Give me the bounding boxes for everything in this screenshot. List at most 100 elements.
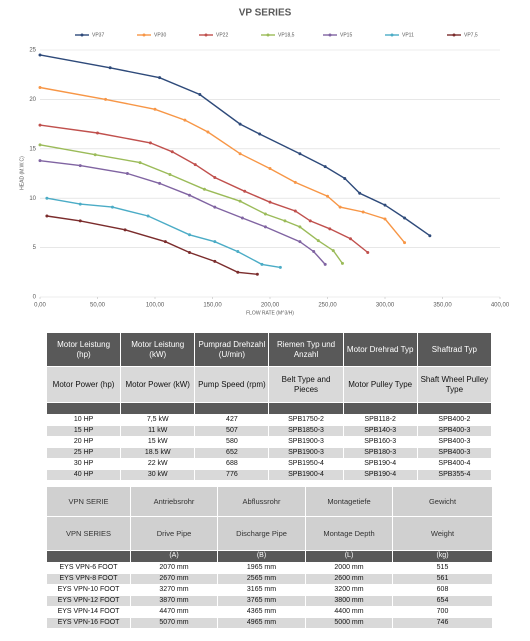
header-cell: Drive Pipe (130, 516, 218, 551)
point-marker (38, 143, 42, 147)
table-row: 10 HP 7,5 kW 427 SPB1750-2 SPB118-2 SPB400-2 (45, 414, 493, 426)
legend-marker (80, 33, 84, 37)
table-row: EYS VPN-8 FOOT 2670 mm 2565 mm 2600 mm 561 (46, 573, 493, 585)
data-cell: 4400 mm (305, 606, 393, 618)
point-marker (146, 214, 150, 218)
point-marker (188, 251, 191, 255)
data-cell: SPB180-3 (342, 447, 418, 459)
data-cell: 4965 mm (217, 617, 306, 629)
data-cell: 5000 mm (305, 617, 393, 629)
data-cell: EYS VPN-16 FOOT (46, 617, 131, 629)
data-cell: 15 kW (120, 436, 196, 448)
point-marker (213, 240, 217, 244)
point-marker (323, 165, 327, 169)
spacer-cell (46, 550, 131, 563)
point-marker (293, 180, 297, 184)
point-marker (213, 205, 217, 209)
data-cell: 2000 mm (305, 562, 393, 574)
point-marker (283, 219, 287, 223)
data-cell: 18.5 kW (120, 447, 196, 459)
data-cell: 22 kW (120, 458, 196, 470)
legend-label: VP37 (92, 32, 104, 38)
point-marker (316, 239, 320, 243)
header-cell: Pumprad Drehzahl (U/min) (194, 332, 270, 367)
table-row: 30 HP 22 kW 688 SPB1950-4 SPB190-4 SPB400-4 (45, 458, 493, 470)
data-cell: SPB355-4 (416, 469, 493, 481)
data-cell: 15 HP (45, 425, 122, 437)
legend-label: VP7,5 (464, 32, 478, 38)
point-marker (260, 262, 264, 266)
data-cell: SPB1900-3 (268, 447, 344, 459)
point-marker (366, 251, 370, 255)
table-row: 25 HP 18.5 kW 652 SPB1900-3 SPB180-3 SPB400-3 (45, 447, 493, 459)
data-cell: SPB400-3 (416, 447, 493, 459)
point-marker (104, 97, 108, 101)
point-marker (213, 259, 217, 263)
data-cell: 3870 mm (130, 595, 218, 607)
point-marker (93, 153, 97, 157)
x-tick-label: 400,00 (491, 303, 510, 309)
data-cell: 700 (392, 606, 493, 618)
spacer-cell (194, 402, 270, 415)
table-row: EYS VPN-12 FOOT 3870 mm 3765 mm 3800 mm 654 (46, 595, 493, 607)
legend-label: VP11 (402, 32, 414, 38)
header-cell: Gewicht (392, 486, 493, 517)
point-marker (308, 219, 312, 223)
data-cell: 3800 mm (305, 595, 393, 607)
point-marker (343, 176, 347, 180)
header-cell: Shaft Wheel Pulley Type (416, 366, 493, 403)
point-marker (383, 203, 387, 207)
header-cell: Belt Type and Pieces (268, 366, 344, 403)
data-cell: 427 (194, 414, 270, 426)
point-marker (323, 262, 327, 266)
data-cell: 7,5 kW (120, 414, 196, 426)
y-tick-label: 25 (29, 48, 36, 54)
header-cell: VPN SERIE (46, 486, 131, 517)
data-cell: SPB1850-3 (268, 425, 344, 437)
table-row: EYS VPN-10 FOOT 3270 mm 3165 mm 3200 mm 608 (46, 584, 493, 596)
data-cell: 1965 mm (217, 562, 306, 574)
header-cell: Montagetiefe (305, 486, 393, 517)
point-marker (258, 132, 262, 136)
chart-title: VP SERIES (239, 8, 292, 19)
header-cell: Weight (392, 516, 493, 551)
data-cell: SPB400-3 (416, 436, 493, 448)
legend-label: VP18,5 (278, 32, 295, 38)
data-cell: 652 (194, 447, 270, 459)
point-marker (312, 250, 316, 254)
point-marker (183, 118, 187, 122)
point-marker (45, 196, 49, 200)
point-marker (358, 191, 362, 195)
data-cell: 40 HP (45, 469, 122, 481)
spacer-cell (120, 402, 196, 415)
table-row (45, 402, 493, 415)
data-cell: 2070 mm (130, 562, 218, 574)
point-marker (328, 227, 332, 231)
data-cell: SPB1900-4 (268, 469, 344, 481)
data-cell: 4470 mm (130, 606, 218, 618)
legend-marker (266, 33, 270, 37)
point-marker (236, 250, 240, 254)
data-cell: 10 HP (45, 414, 122, 426)
table-row: Motor Leistung (hp) Motor Leistung (kW) Pu… (45, 332, 493, 367)
header-cell: Pump Speed (rpm) (194, 366, 270, 403)
unit-cell: (B) (217, 550, 306, 563)
header-cell: Riemen Typ und Anzahl (268, 332, 344, 367)
point-marker (236, 270, 240, 274)
x-tick-label: 0,00 (34, 303, 46, 309)
header-cell: Motor Pulley Type (342, 366, 418, 403)
header-cell: Discharge Pipe (217, 516, 306, 551)
table-row: 15 HP 11 kW 507 SPB1850-3 SPB140-3 SPB400-3 (45, 425, 493, 437)
data-cell: EYS VPN-14 FOOT (46, 606, 131, 618)
spacer-cell (268, 402, 344, 415)
legend-label: VP30 (154, 32, 166, 38)
data-cell: SPB1750-2 (268, 414, 344, 426)
y-tick-label: 0 (33, 295, 37, 301)
point-marker (403, 241, 407, 245)
data-cell: 3200 mm (305, 584, 393, 596)
data-cell: EYS VPN-6 FOOT (46, 562, 131, 574)
point-marker (340, 261, 344, 265)
data-cell: SPB160-3 (342, 436, 418, 448)
x-tick-label: 150,00 (203, 303, 222, 309)
point-marker (198, 92, 202, 96)
